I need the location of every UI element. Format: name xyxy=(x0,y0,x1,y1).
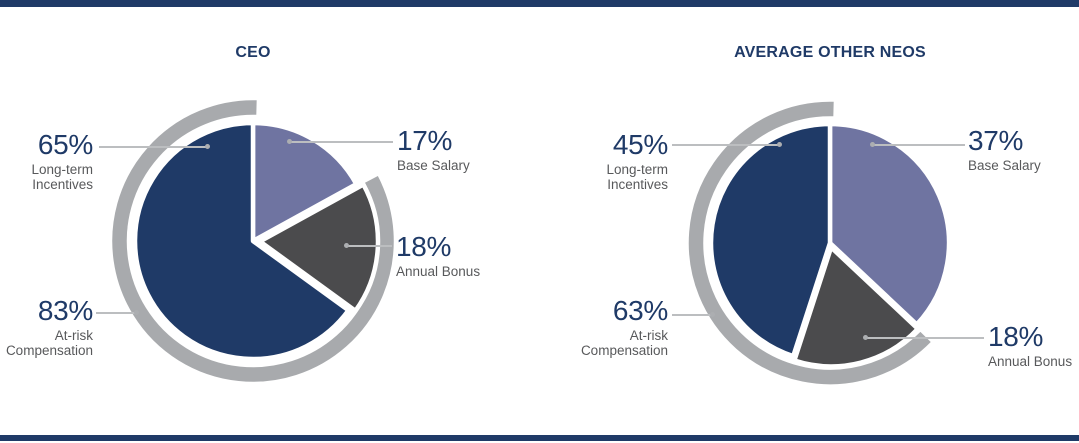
at-risk-ring xyxy=(688,101,931,385)
neo-pay-mix-pie-chart xyxy=(688,101,952,385)
ceo-pay-mix-pie-chart xyxy=(112,100,394,382)
leader-line xyxy=(99,146,208,148)
bottom-accent-bar xyxy=(0,435,1079,441)
callout-label: Base Salary xyxy=(397,158,470,173)
callout-label: Long-term Incentives xyxy=(31,162,93,192)
leader-line xyxy=(873,144,965,146)
leader-dot xyxy=(287,139,292,144)
chart-title-average-other-neos: AVERAGE OTHER NEOS xyxy=(734,44,926,61)
callout-ceo-at-risk-compensation: 83% At-risk Compensation xyxy=(5,295,93,359)
callout-percent: 37% xyxy=(968,125,1024,156)
callout-label: At-risk Compensation xyxy=(5,328,93,358)
callout-neo-annual-bonus: 18% Annual Bonus xyxy=(988,321,1073,370)
leader-line xyxy=(672,314,713,316)
leader-line xyxy=(347,245,392,247)
leader-dot xyxy=(344,243,349,248)
leader-dot xyxy=(777,142,782,147)
callout-percent: 83% xyxy=(37,295,93,326)
leader-dot xyxy=(205,144,210,149)
top-accent-bar xyxy=(0,0,1079,7)
pie-slice-base-salary xyxy=(827,121,952,327)
callout-percent: 45% xyxy=(612,129,668,160)
callout-percent: 18% xyxy=(396,231,452,262)
callout-neo-base-salary: 37% Base Salary xyxy=(968,125,1041,174)
callout-label: Annual Bonus xyxy=(396,264,481,279)
chart-title-ceo: CEO xyxy=(235,44,271,61)
leader-dot xyxy=(710,312,715,317)
leader-line xyxy=(290,141,393,143)
callout-percent: 17% xyxy=(397,125,453,156)
pie-slice-long-term-incentives xyxy=(132,120,351,362)
pie-slice-annual-bonus xyxy=(257,182,381,314)
callout-label: Annual Bonus xyxy=(988,354,1073,369)
callout-neo-at-risk-compensation: 63% At-risk Compensation xyxy=(580,295,668,359)
callout-percent: 63% xyxy=(612,295,668,326)
callout-percent: 18% xyxy=(988,321,1044,352)
callout-label: Long-term Incentives xyxy=(606,162,668,192)
pie-slice-annual-bonus xyxy=(792,245,921,369)
callout-ceo-base-salary: 17% Base Salary xyxy=(397,125,470,174)
leader-line xyxy=(96,312,137,314)
leader-line xyxy=(672,144,780,146)
at-risk-ring xyxy=(112,100,394,382)
callout-ceo-long-term-incentives: 65% Long-term Incentives xyxy=(31,129,93,193)
callout-label: At-risk Compensation xyxy=(580,328,668,358)
pie-slice-long-term-incentives xyxy=(708,121,833,359)
callout-percent: 65% xyxy=(37,129,93,160)
callout-ceo-annual-bonus: 18% Annual Bonus xyxy=(396,231,481,280)
leader-dot xyxy=(870,142,875,147)
callout-label: Base Salary xyxy=(968,158,1041,173)
leader-line xyxy=(866,337,984,339)
callout-neo-long-term-incentives: 45% Long-term Incentives xyxy=(606,129,668,193)
pie-slice-base-salary xyxy=(250,120,359,244)
leader-dot xyxy=(134,310,139,315)
leader-dot xyxy=(863,335,868,340)
